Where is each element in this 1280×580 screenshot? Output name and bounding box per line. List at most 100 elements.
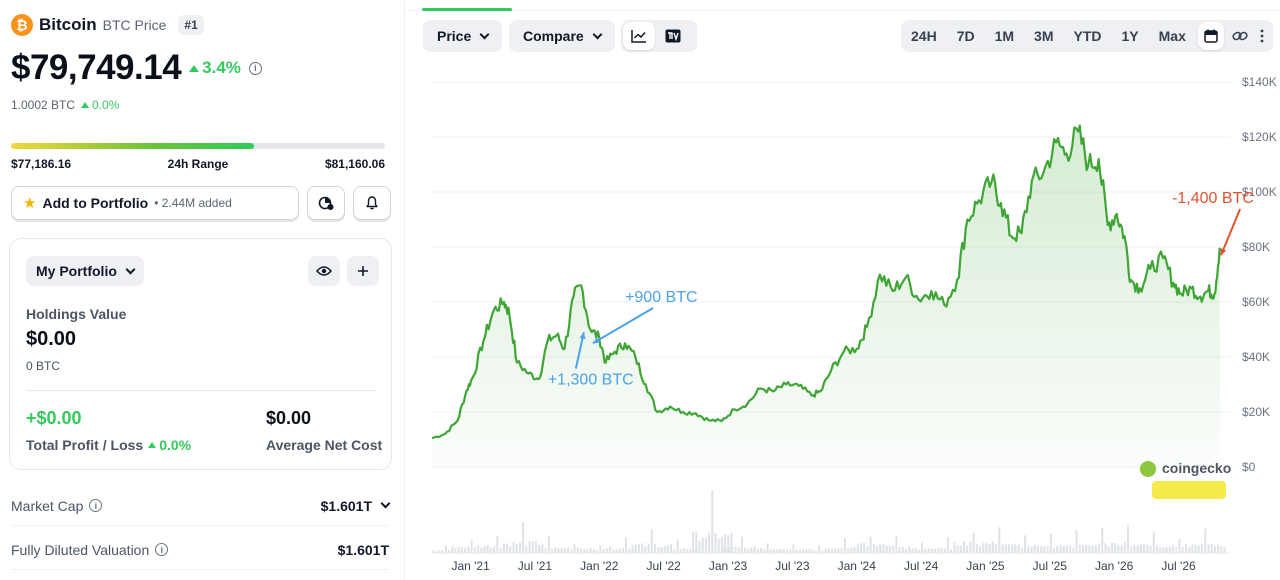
volume-bar xyxy=(727,535,730,553)
volume-bar xyxy=(650,528,653,553)
volume-bar xyxy=(760,549,763,553)
volume-bar xyxy=(1091,545,1094,553)
btc-change-value: 0.0% xyxy=(92,98,120,112)
price-dropdown[interactable]: Price xyxy=(423,20,503,52)
volume-bar xyxy=(782,550,785,553)
volume-bar xyxy=(724,533,727,553)
volume-bar xyxy=(766,543,769,553)
share-link-button[interactable] xyxy=(1226,20,1254,52)
total-profit-label: Total Profit / Loss xyxy=(26,437,144,453)
range-button-24h[interactable]: 24H xyxy=(911,28,937,44)
volume-bar xyxy=(840,548,843,553)
caret-up-icon xyxy=(148,442,157,448)
price-alert-button[interactable] xyxy=(353,186,391,220)
volume-bar xyxy=(811,550,814,553)
volume-bar xyxy=(1104,543,1107,553)
volume-bar xyxy=(1046,546,1049,553)
y-tick-label: $120K xyxy=(1242,130,1277,144)
volume-bar xyxy=(1085,546,1088,553)
portfolio-dropdown-label: My Portfolio xyxy=(36,263,117,279)
volume-bar xyxy=(1027,545,1030,553)
portfolio-chart-button[interactable] xyxy=(307,186,345,220)
portfolio-dropdown[interactable]: My Portfolio xyxy=(26,256,144,286)
price-chart[interactable]: $140K $120K $100K $80K $60K $40K $20K $0 Jan '21… xyxy=(406,60,1280,580)
volume-bar xyxy=(1043,546,1046,553)
fdv-row: Fully Diluted Valuation i $1.601T xyxy=(11,530,389,570)
compare-dropdown[interactable]: Compare xyxy=(509,20,615,52)
total-profit-value: +$0.00 xyxy=(26,408,82,428)
volume-bar xyxy=(763,549,766,553)
range-button-max[interactable]: Max xyxy=(1158,28,1186,44)
range-button-1m[interactable]: 1M xyxy=(994,28,1015,44)
volume-bar xyxy=(602,549,605,553)
volume-bar xyxy=(1162,548,1165,553)
y-tick-label: $20K xyxy=(1242,405,1270,419)
range-labels: $77,186.16 24h Range $81,160.06 xyxy=(11,157,385,171)
volume-bar xyxy=(605,548,608,553)
volume-bar xyxy=(1098,543,1101,553)
volume-bar xyxy=(785,550,788,553)
volume-bar xyxy=(580,549,583,553)
range-button-3m[interactable]: 3M xyxy=(1034,28,1054,44)
volume-bar xyxy=(509,546,512,553)
add-transaction-button[interactable] xyxy=(347,256,379,286)
volume-bar xyxy=(499,548,502,553)
volume-bar xyxy=(654,544,657,553)
info-icon[interactable]: i xyxy=(89,499,103,512)
chart-panel: Price Compare 24H 7D 1M 3M YTD 1Y Max xyxy=(406,0,1280,580)
volume-bar xyxy=(814,550,817,553)
tradingview-button[interactable] xyxy=(657,20,689,52)
volume-bar xyxy=(467,545,470,553)
line-chart-button[interactable] xyxy=(623,22,655,50)
volume-bar xyxy=(802,550,805,553)
coin-info-panel: ₿ Bitcoin BTC Price #1 $79,749.14 3.4% i… xyxy=(0,0,405,580)
range-bar-fill xyxy=(11,143,255,149)
y-tick-label: $80K xyxy=(1242,240,1270,254)
volume-bar xyxy=(1165,548,1168,553)
volume-bar xyxy=(953,541,956,553)
toggle-visibility-button[interactable] xyxy=(308,256,340,286)
fdv-value: $1.601T xyxy=(337,541,389,558)
range-button-ytd[interactable]: YTD xyxy=(1073,28,1102,44)
volume-bar xyxy=(435,550,438,553)
more-options-button[interactable] xyxy=(1254,20,1270,52)
volume-bar xyxy=(737,547,740,553)
chevron-down-icon[interactable] xyxy=(380,498,391,509)
date-picker-button[interactable] xyxy=(1197,22,1224,50)
info-icon[interactable]: i xyxy=(248,61,262,75)
compare-dropdown-button[interactable]: Compare xyxy=(509,20,615,52)
volume-bar xyxy=(753,549,756,553)
volume-bar xyxy=(911,549,914,553)
volume-bar xyxy=(663,547,666,553)
range-button-7d[interactable]: 7D xyxy=(956,28,975,44)
volume-bar xyxy=(512,542,515,553)
range-button-1y[interactable]: 1Y xyxy=(1121,28,1139,44)
caret-up-icon xyxy=(81,102,90,108)
price-area-fill xyxy=(432,125,1220,467)
volume-bar xyxy=(714,533,717,553)
volume-bar xyxy=(470,539,473,553)
price-row: $79,749.14 3.4% i xyxy=(11,48,262,88)
volume-bar xyxy=(544,548,547,553)
volume-bar xyxy=(795,549,798,553)
volume-bar xyxy=(930,548,933,553)
pie-chart-icon xyxy=(318,196,334,210)
volume-bar xyxy=(625,537,628,553)
volume-bar xyxy=(704,537,707,553)
price-chart-svg[interactable]: $140K $120K $100K $80K $60K $40K $20K $0 Jan '21… xyxy=(406,60,1280,580)
price-dropdown-button[interactable]: Price xyxy=(423,20,502,52)
volume-bar xyxy=(827,547,830,553)
annotation-arrow xyxy=(1220,208,1242,256)
y-tick-label: $140K xyxy=(1242,75,1277,89)
volume-bar xyxy=(917,549,920,553)
add-to-portfolio-button[interactable]: ★ Add to Portfolio • 2.44M added xyxy=(11,186,299,220)
volume-bar xyxy=(1040,546,1043,553)
volume-bar xyxy=(1217,545,1220,553)
volume-bar xyxy=(1094,545,1097,553)
added-count: • 2.44M added xyxy=(154,196,232,210)
info-icon[interactable]: i xyxy=(155,543,169,556)
volume-bar xyxy=(1008,545,1011,553)
volume-bar xyxy=(1188,547,1191,553)
volume-bar xyxy=(1065,545,1068,553)
market-cap-row[interactable]: Market Cap i $1.601T xyxy=(11,486,391,526)
